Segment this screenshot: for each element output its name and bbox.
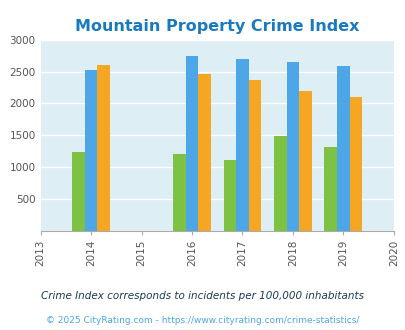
Bar: [248, 81, 261, 231]
Bar: [97, 65, 110, 231]
Bar: [336, 66, 349, 231]
Bar: [236, 59, 248, 231]
Bar: [273, 136, 286, 231]
Text: © 2025 CityRating.com - https://www.cityrating.com/crime-statistics/: © 2025 CityRating.com - https://www.city…: [46, 316, 359, 325]
Bar: [223, 159, 236, 231]
Bar: [185, 56, 198, 231]
Bar: [198, 74, 210, 231]
Bar: [72, 152, 85, 231]
Text: Crime Index corresponds to incidents per 100,000 inhabitants: Crime Index corresponds to incidents per…: [41, 291, 364, 301]
Bar: [298, 91, 311, 231]
Title: Mountain Property Crime Index: Mountain Property Crime Index: [75, 19, 358, 34]
Bar: [173, 154, 185, 231]
Bar: [324, 148, 336, 231]
Bar: [349, 97, 361, 231]
Bar: [286, 62, 298, 231]
Bar: [85, 70, 97, 231]
